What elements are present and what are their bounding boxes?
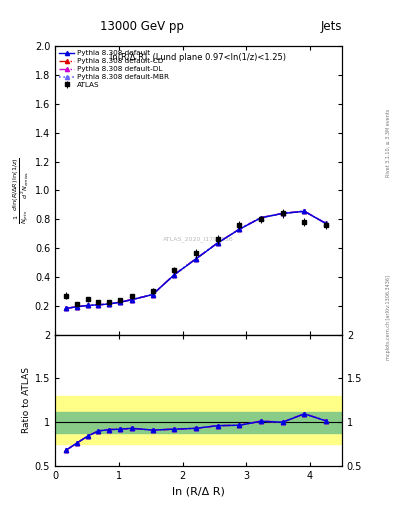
Pythia 8.308 default-DL (64, 305, 68, 311)
Text: 13000 GeV pp: 13000 GeV pp (99, 20, 184, 33)
Pythia 8.308 default-DL (215, 240, 220, 246)
X-axis label: ln (R/Δ R): ln (R/Δ R) (172, 486, 225, 496)
Pythia 8.308 default-CD (259, 215, 263, 221)
Pythia 8.308 default (64, 305, 68, 311)
Text: Rivet 3.1.10, ≥ 3.3M events: Rivet 3.1.10, ≥ 3.3M events (386, 109, 391, 178)
Pythia 8.308 default-CD (85, 303, 90, 309)
Pythia 8.308 default-MBR (150, 291, 155, 297)
Pythia 8.308 default-CD (150, 291, 155, 297)
Pythia 8.308 default-CD (118, 299, 122, 305)
Pythia 8.308 default-MBR (74, 304, 79, 310)
Text: ln(R/Δ R)  (Lund plane 0.97<ln(1/z)<1.25): ln(R/Δ R) (Lund plane 0.97<ln(1/z)<1.25) (110, 53, 286, 62)
Pythia 8.308 default-CD (302, 208, 307, 214)
Pythia 8.308 default (215, 240, 220, 246)
Pythia 8.308 default-DL (237, 226, 242, 232)
Pythia 8.308 default-DL (280, 210, 285, 217)
Pythia 8.308 default-MBR (259, 215, 263, 221)
Pythia 8.308 default (74, 304, 79, 310)
Line: Pythia 8.308 default-DL: Pythia 8.308 default-DL (64, 209, 328, 310)
Pythia 8.308 default-MBR (237, 226, 242, 232)
Pythia 8.308 default-DL (194, 255, 198, 262)
Pythia 8.308 default-DL (150, 291, 155, 297)
Pythia 8.308 default (118, 299, 122, 305)
Pythia 8.308 default (237, 226, 242, 232)
Pythia 8.308 default-DL (85, 303, 90, 309)
Text: Jets: Jets (320, 20, 342, 33)
Pythia 8.308 default-CD (129, 296, 134, 303)
Pythia 8.308 default-MBR (323, 220, 328, 226)
Pythia 8.308 default (150, 291, 155, 297)
Y-axis label: $\frac{1}{N_{jets}}\frac{d\ln(R/\Delta R)\,\ln(1/z)}{d^2 N_{emiss.}}$: $\frac{1}{N_{jets}}\frac{d\ln(R/\Delta R… (11, 157, 31, 224)
Pythia 8.308 default-CD (323, 220, 328, 226)
Pythia 8.308 default (129, 297, 134, 303)
Pythia 8.308 default-DL (323, 220, 328, 226)
Pythia 8.308 default (259, 215, 263, 221)
Pythia 8.308 default-MBR (118, 299, 122, 305)
Pythia 8.308 default (107, 301, 112, 307)
Pythia 8.308 default-DL (96, 302, 101, 308)
Pythia 8.308 default (172, 272, 176, 278)
Pythia 8.308 default (85, 303, 90, 309)
Pythia 8.308 default-CD (107, 301, 112, 307)
Pythia 8.308 default-DL (118, 299, 122, 305)
Line: Pythia 8.308 default-CD: Pythia 8.308 default-CD (64, 209, 328, 310)
Line: Pythia 8.308 default: Pythia 8.308 default (64, 209, 328, 310)
Pythia 8.308 default-CD (96, 302, 101, 308)
Legend: Pythia 8.308 default, Pythia 8.308 default-CD, Pythia 8.308 default-DL, Pythia 8: Pythia 8.308 default, Pythia 8.308 defau… (57, 48, 171, 90)
Text: mcplots.cern.ch [arXiv:1306.3436]: mcplots.cern.ch [arXiv:1306.3436] (386, 275, 391, 360)
Pythia 8.308 default (194, 256, 198, 262)
Pythia 8.308 default-MBR (302, 208, 307, 214)
Y-axis label: Ratio to ATLAS: Ratio to ATLAS (22, 367, 31, 433)
Text: ATLAS_2020_I1790256: ATLAS_2020_I1790256 (163, 237, 234, 242)
Pythia 8.308 default-CD (172, 271, 176, 278)
Pythia 8.308 default-MBR (280, 210, 285, 216)
Pythia 8.308 default-CD (237, 226, 242, 232)
Pythia 8.308 default-CD (74, 304, 79, 310)
Pythia 8.308 default-DL (172, 271, 176, 278)
Pythia 8.308 default (96, 302, 101, 308)
Pythia 8.308 default-CD (64, 305, 68, 311)
Line: Pythia 8.308 default-MBR: Pythia 8.308 default-MBR (64, 209, 328, 310)
Pythia 8.308 default-MBR (215, 240, 220, 246)
Pythia 8.308 default-MBR (172, 271, 176, 278)
Pythia 8.308 default-CD (194, 255, 198, 262)
Pythia 8.308 default-DL (302, 208, 307, 214)
Pythia 8.308 default-DL (259, 215, 263, 221)
Pythia 8.308 default-MBR (85, 303, 90, 309)
Pythia 8.308 default-MBR (64, 305, 68, 311)
Pythia 8.308 default-MBR (96, 302, 101, 308)
Pythia 8.308 default-MBR (129, 296, 134, 303)
Pythia 8.308 default (323, 221, 328, 227)
Pythia 8.308 default-DL (129, 296, 134, 303)
Pythia 8.308 default-DL (74, 304, 79, 310)
Pythia 8.308 default (302, 208, 307, 215)
Pythia 8.308 default-MBR (194, 255, 198, 262)
Pythia 8.308 default-MBR (107, 301, 112, 307)
Pythia 8.308 default (280, 210, 285, 217)
Pythia 8.308 default-CD (215, 240, 220, 246)
Pythia 8.308 default-CD (280, 210, 285, 217)
Pythia 8.308 default-DL (107, 301, 112, 307)
